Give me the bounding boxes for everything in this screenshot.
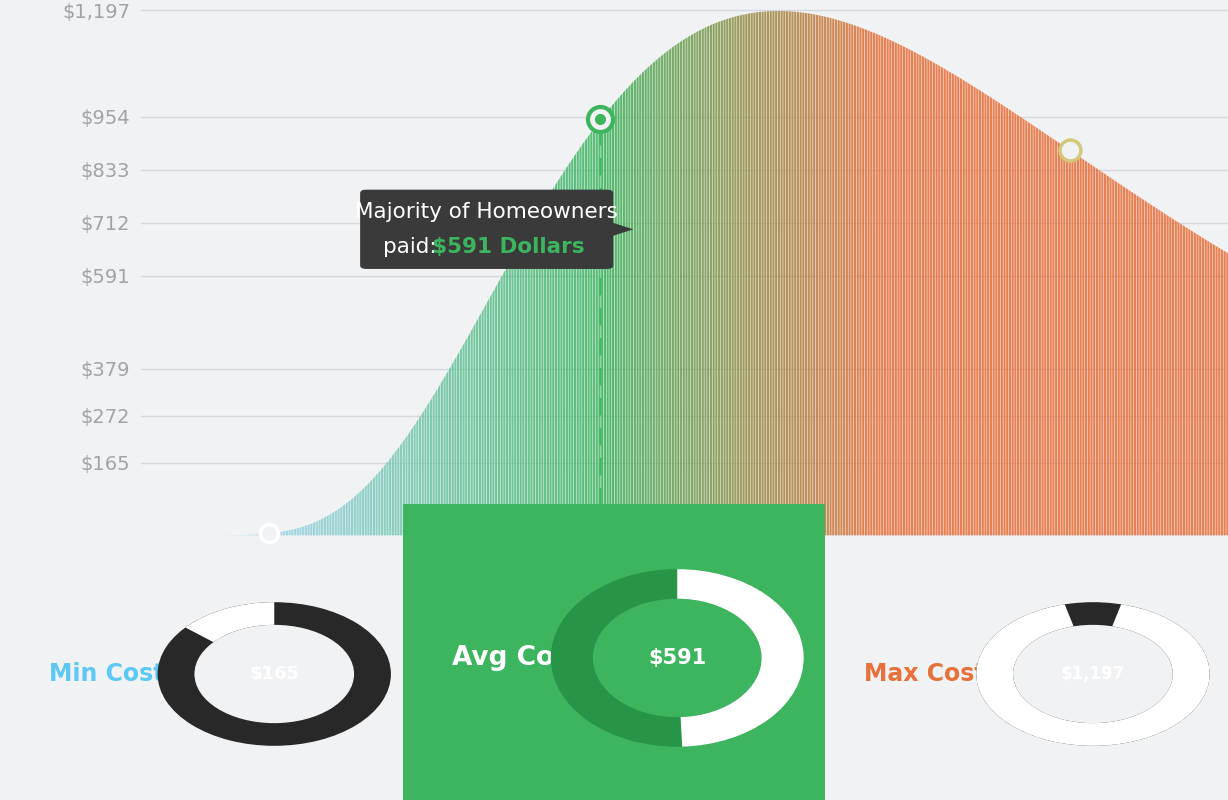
Text: Max Cost: Max Cost: [865, 662, 986, 686]
Text: $591 Dollars: $591 Dollars: [431, 237, 585, 257]
Text: Avg Cost: Avg Cost: [452, 645, 582, 671]
Wedge shape: [976, 604, 1210, 746]
FancyBboxPatch shape: [394, 498, 834, 800]
Wedge shape: [678, 569, 803, 746]
Wedge shape: [157, 602, 391, 746]
FancyBboxPatch shape: [360, 190, 613, 269]
Text: Majority of Homeowners: Majority of Homeowners: [355, 202, 618, 222]
Text: Min Cost: Min Cost: [49, 662, 165, 686]
Wedge shape: [185, 602, 274, 642]
Text: $165: $165: [249, 665, 300, 683]
Text: $1,197: $1,197: [1061, 665, 1125, 683]
Wedge shape: [976, 602, 1210, 746]
Polygon shape: [609, 222, 634, 237]
Wedge shape: [551, 569, 803, 746]
Text: paid:: paid:: [383, 237, 443, 257]
Text: $591: $591: [648, 648, 706, 668]
